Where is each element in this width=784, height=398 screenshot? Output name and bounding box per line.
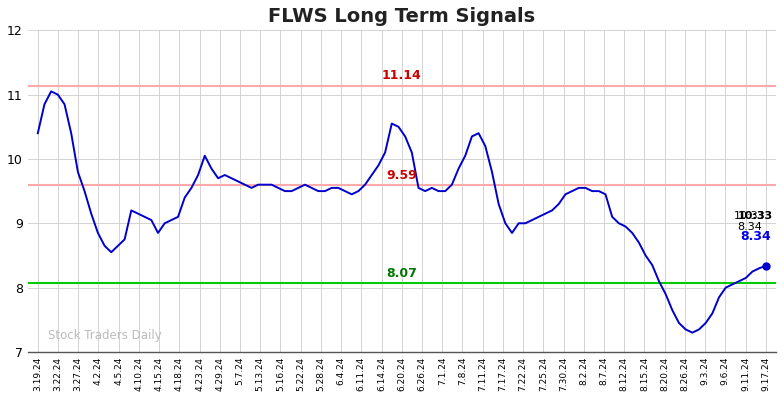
Title: FLWS Long Term Signals: FLWS Long Term Signals [268, 7, 535, 26]
Text: 10:33: 10:33 [738, 211, 773, 221]
Text: 9.59: 9.59 [387, 169, 417, 182]
Text: 8.34: 8.34 [740, 230, 771, 243]
Text: 11.14: 11.14 [382, 69, 422, 82]
Text: 8.07: 8.07 [387, 267, 417, 280]
Text: 10:33
8.34: 10:33 8.34 [734, 211, 765, 232]
Text: Stock Traders Daily: Stock Traders Daily [48, 329, 162, 342]
